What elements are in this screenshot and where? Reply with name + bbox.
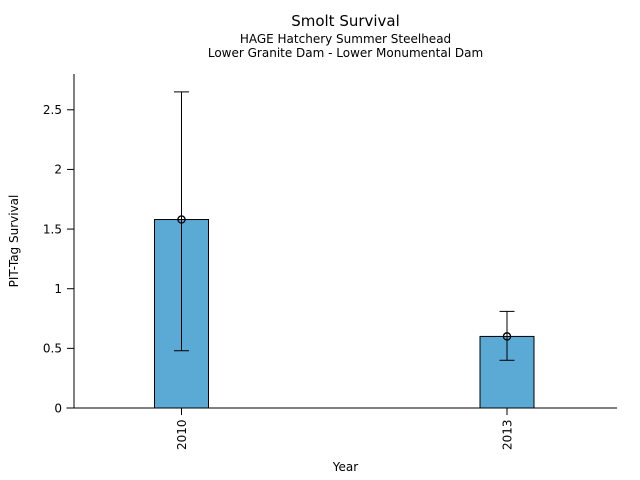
x-tick-label: 2013 <box>500 420 514 451</box>
chart-title: Smolt Survival <box>291 12 400 30</box>
y-tick-label: 1 <box>54 282 62 296</box>
chart-subtitle-1: HAGE Hatchery Summer Steelhead <box>239 32 452 46</box>
y-tick-label: 2.5 <box>43 103 62 117</box>
chart-subtitle-2: Lower Granite Dam - Lower Monumental Dam <box>207 46 484 60</box>
y-tick-label: 2 <box>54 163 62 177</box>
y-tick-label: 0.5 <box>43 342 62 356</box>
y-tick-label: 1.5 <box>43 222 62 236</box>
y-tick-label: 0 <box>54 401 62 415</box>
point-marker <box>502 332 512 341</box>
x-tick-label: 2010 <box>175 420 189 451</box>
x-axis-label: Year <box>332 460 359 474</box>
point-marker <box>177 215 186 224</box>
